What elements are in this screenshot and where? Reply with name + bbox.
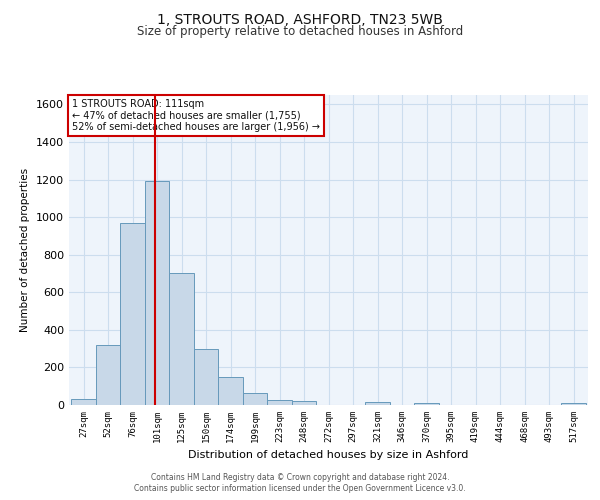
Text: 1, STROUTS ROAD, ASHFORD, TN23 5WB: 1, STROUTS ROAD, ASHFORD, TN23 5WB [157, 12, 443, 26]
Text: Contains HM Land Registry data © Crown copyright and database right 2024.: Contains HM Land Registry data © Crown c… [151, 472, 449, 482]
X-axis label: Distribution of detached houses by size in Ashford: Distribution of detached houses by size … [188, 450, 469, 460]
Bar [96, 345, 120, 405]
Bar [414, 403, 439, 405]
Bar [194, 348, 218, 405]
Text: 1 STROUTS ROAD: 111sqm
← 47% of detached houses are smaller (1,755)
52% of semi-: 1 STROUTS ROAD: 111sqm ← 47% of detached… [72, 98, 320, 132]
Bar [267, 400, 292, 405]
Y-axis label: Number of detached properties: Number of detached properties [20, 168, 31, 332]
Bar [120, 223, 145, 405]
Text: Size of property relative to detached houses in Ashford: Size of property relative to detached ho… [137, 25, 463, 38]
Bar [292, 401, 316, 405]
Bar [365, 402, 390, 405]
Bar [169, 274, 194, 405]
Bar [218, 377, 243, 405]
Text: Contains public sector information licensed under the Open Government Licence v3: Contains public sector information licen… [134, 484, 466, 493]
Bar [561, 403, 586, 405]
Bar [243, 393, 267, 405]
Bar [71, 400, 96, 405]
Bar [145, 182, 169, 405]
